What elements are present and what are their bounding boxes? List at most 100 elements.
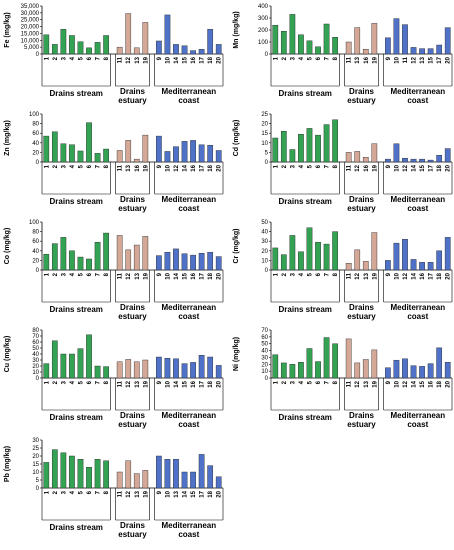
y-tick-label: 40 (32, 141, 39, 147)
bar (60, 29, 67, 55)
x-tick-label: 13 (135, 490, 141, 497)
bar (427, 262, 434, 271)
x-tick-label: 17 (200, 272, 206, 279)
bar (125, 359, 132, 379)
y-tick-label: 10 (32, 370, 39, 376)
y-tick-label: 30,000 (21, 11, 40, 17)
x-tick-label: 1 (44, 272, 50, 276)
x-tick-label: 4 (70, 490, 76, 494)
x-tick-label: 18 (208, 56, 214, 63)
bar (393, 242, 400, 271)
bar (419, 366, 425, 379)
x-tick-label: 10 (394, 164, 400, 171)
x-tick-label: 9 (157, 164, 163, 168)
x-tick-label: 16 (429, 380, 435, 387)
bar (332, 231, 338, 271)
bar (385, 37, 391, 55)
bar (354, 362, 361, 379)
x-tick-label: 7 (96, 490, 102, 494)
x-tick-label: 20 (446, 56, 452, 63)
group-label: coast (178, 204, 199, 213)
group-label: Drains (120, 303, 145, 312)
x-tick-label: 13 (355, 56, 361, 63)
group-label: estuary (347, 96, 376, 105)
x-tick-label: 17 (200, 380, 206, 387)
bar (207, 252, 214, 271)
group-label: Mediterranean (161, 521, 216, 530)
x-tick-label: 19 (143, 490, 149, 497)
bar (332, 37, 338, 55)
y-tick-label: 60 (32, 340, 39, 346)
x-tick-label: 4 (299, 164, 305, 168)
y-axis-title: Zn (mg/kg) (4, 120, 11, 156)
x-tick-label: 8 (104, 380, 110, 384)
bar (315, 134, 321, 163)
group-label: Drains stream (50, 197, 103, 206)
y-tick-label: 80 (32, 230, 39, 236)
bar (345, 338, 352, 379)
x-tick-label: 9 (157, 272, 163, 276)
bar (77, 256, 84, 271)
bar (410, 158, 417, 163)
bar (354, 151, 361, 163)
group-label: Drains (349, 411, 374, 420)
x-tick-label: 2 (282, 380, 288, 384)
group-label: Drains stream (50, 305, 103, 314)
x-tick-label: 18 (437, 164, 443, 171)
group-label: Mediterranean (390, 303, 445, 312)
x-tick-label: 2 (53, 272, 59, 276)
x-tick-label: 2 (282, 164, 288, 168)
bar (69, 144, 75, 163)
x-tick-label: 2 (53, 56, 59, 60)
bar (323, 124, 330, 163)
x-tick-label: 5 (78, 56, 84, 60)
x-tick-label: 15 (420, 164, 426, 171)
x-tick-label: 19 (372, 164, 378, 171)
x-tick-label: 14 (183, 490, 189, 497)
x-tick-label: 12 (355, 164, 361, 171)
bar (280, 131, 287, 163)
bar (94, 241, 101, 271)
bar (215, 150, 222, 163)
x-tick-label: 9 (386, 272, 392, 276)
y-axis-title: Cd (mg/kg) (233, 120, 240, 157)
x-tick-label: 12 (126, 272, 132, 279)
x-tick-label: 4 (299, 380, 305, 384)
bar (51, 340, 58, 379)
x-tick-label: 16 (420, 272, 426, 279)
bar (69, 35, 75, 55)
bar (43, 135, 50, 163)
x-tick-label: 19 (143, 164, 149, 171)
group-label: coast (407, 312, 428, 321)
x-tick-label: 8 (104, 56, 110, 60)
bar (142, 236, 149, 271)
group-label: Drains (120, 195, 145, 204)
y-axis-title: Pb (mg/kg) (4, 446, 11, 482)
bar (173, 358, 179, 379)
x-tick-label: 1 (273, 380, 279, 384)
bar (215, 256, 222, 271)
x-tick-label: 17 (437, 56, 443, 63)
bar (77, 150, 84, 163)
bar (133, 361, 140, 379)
y-tick-label: 70 (32, 334, 39, 340)
group-label: Drains stream (50, 413, 103, 422)
group-label: Drains (120, 87, 145, 96)
x-tick-label: 15 (191, 490, 197, 497)
y-tick-label: 20 (32, 258, 39, 264)
group-label: Mediterranean (161, 87, 216, 96)
bar (181, 45, 188, 55)
bar (116, 471, 123, 489)
x-tick-label: 1 (273, 272, 279, 276)
group-label: Drains stream (50, 89, 103, 98)
x-tick-label: 11 (118, 490, 124, 497)
x-tick-label: 12 (355, 272, 361, 279)
x-tick-label: 3 (290, 380, 296, 384)
bar (280, 254, 287, 271)
chart-panel-1: Fe (mg/kg) 05,00010,00015,00020,00025,000… (4, 4, 224, 105)
bar (272, 354, 279, 379)
x-tick-label: 18 (208, 272, 214, 279)
x-tick-label: 1 (273, 164, 279, 168)
